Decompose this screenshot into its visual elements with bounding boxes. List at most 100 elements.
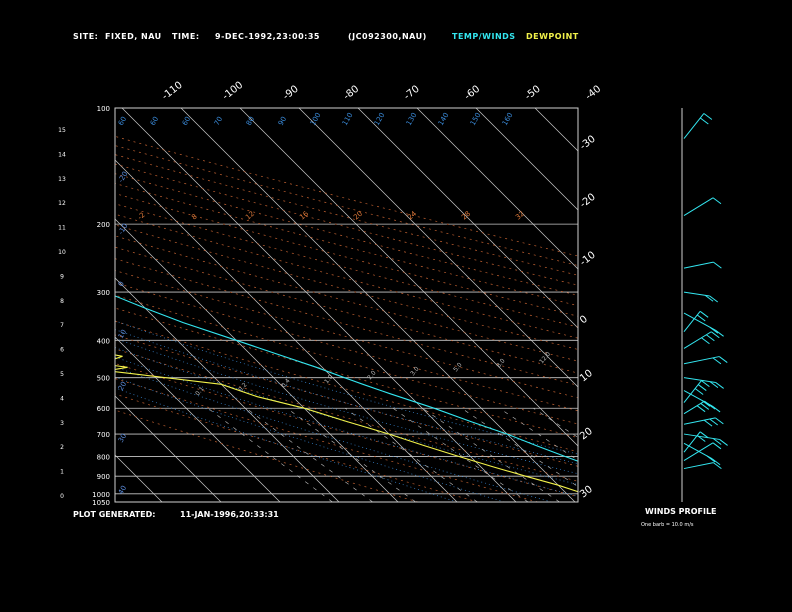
dry-adiabat-line	[115, 154, 578, 276]
wind-barb-flag	[696, 435, 706, 442]
isotherm-line	[534, 108, 578, 152]
moist-adiabat-line	[115, 387, 458, 502]
right-temp-label: 0	[578, 314, 590, 327]
wind-barb-flag	[696, 314, 706, 322]
isotherm-line	[115, 159, 458, 502]
adiabat-label: 16	[298, 209, 310, 221]
isoline-top-label: 110	[341, 111, 355, 127]
top-temp-label: -40	[584, 84, 604, 103]
pressure-tick-label: 100	[97, 105, 110, 113]
wind-barb	[683, 442, 714, 461]
left-isoline-label: 0	[117, 280, 126, 288]
wind-barb-flag	[700, 403, 710, 410]
legend-dewpoint: DEWPOINT	[526, 32, 579, 41]
isoline-top-label: 70	[213, 115, 224, 127]
dry-adiabat-line	[115, 258, 578, 386]
isotherm-line	[416, 108, 578, 270]
right-temp-label: 30	[578, 484, 595, 501]
adiabat-label: 20	[352, 210, 364, 222]
wind-barb	[683, 356, 720, 365]
wind-barb-flag	[699, 310, 709, 318]
wind-barb-flag	[704, 400, 713, 408]
dry-adiabat-line	[115, 163, 578, 286]
right-temp-label: -10	[578, 250, 598, 269]
wind-barb-flag	[703, 419, 713, 427]
left-isoline-label: 30	[117, 432, 128, 444]
height-tick-label: 6	[60, 347, 64, 354]
top-temp-label: -100	[221, 80, 246, 103]
adiabat-label: 28	[460, 210, 472, 222]
isotherm-line	[115, 218, 399, 502]
dry-adiabat-line	[115, 246, 578, 374]
wind-barb-flag	[704, 294, 714, 302]
pressure-tick-label: 900	[97, 473, 110, 481]
winds-profile-title: WINDS PROFILE	[645, 507, 717, 516]
top-temp-label: -80	[342, 84, 362, 103]
wind-barb-flag	[715, 382, 724, 389]
dry-adiabat-line	[115, 282, 578, 412]
station-id: (JC092300,NAU)	[348, 32, 427, 41]
isoline-top-label: 160	[501, 111, 515, 127]
mixing-ratio-label: 8.0	[495, 357, 507, 369]
legend-temp: TEMP/WINDS	[452, 32, 516, 41]
dry-adiabat-line	[115, 393, 479, 502]
plot-frame	[114, 107, 579, 503]
wind-barb-flag	[715, 417, 724, 425]
mixing-ratio-line	[345, 407, 478, 502]
left-isoline-label: 40	[117, 484, 128, 496]
wind-barb-flag	[711, 405, 721, 413]
isoline-top-label: 60	[117, 115, 128, 127]
top-temp-label: -50	[523, 84, 543, 103]
isotherm-line	[298, 108, 578, 388]
dewpoint-line	[115, 354, 578, 493]
dry-adiabat-line	[115, 224, 578, 350]
wind-barb	[683, 261, 714, 269]
wind-barb	[683, 462, 714, 470]
adiabat-label: -2	[136, 211, 146, 222]
dry-adiabat-line	[115, 213, 578, 339]
dry-adiabat-line	[115, 235, 578, 362]
wind-barb-flag	[706, 334, 715, 342]
dry-adiabat-line	[115, 203, 578, 328]
isotherm-line	[0, 108, 44, 502]
mixing-ratio-line	[207, 407, 333, 502]
isoline-top-label: 140	[437, 111, 451, 127]
wind-barb-flag	[701, 380, 710, 388]
time-label: TIME:	[172, 32, 200, 41]
isotherm-line	[0, 108, 103, 502]
mixing-ratio-line	[422, 407, 560, 502]
adiabat-label: 12	[244, 210, 256, 222]
barb-note: One barb = 10.0 m/s	[641, 522, 694, 528]
height-tick-label: 0	[60, 493, 64, 500]
mixing-ratio-label: 0.1	[194, 385, 206, 397]
moist-adiabat-line	[115, 329, 578, 465]
isoline-top-label: 120	[373, 111, 387, 127]
dry-adiabat-line	[115, 183, 578, 307]
wind-barb-flag	[701, 337, 710, 345]
top-temp-label: -70	[402, 84, 422, 103]
dry-adiabat-line	[115, 173, 578, 296]
moist-adiabat-line	[115, 320, 578, 455]
adiabat-label: 24	[406, 209, 418, 221]
height-tick-label: 13	[58, 176, 66, 183]
wind-barb-flag	[697, 384, 707, 391]
dry-adiabat-line	[115, 334, 578, 467]
top-temp-label: -110	[160, 80, 185, 103]
right-temp-label: -30	[578, 134, 598, 153]
temperature-line	[115, 295, 578, 462]
dry-adiabat-line	[115, 307, 578, 439]
right-temp-label: -20	[578, 192, 598, 211]
isoline-top-label: 130	[405, 111, 419, 127]
wind-barb-flag	[703, 113, 713, 120]
wind-barb-flag	[713, 462, 722, 469]
wind-barb-flag	[700, 117, 709, 125]
moist-adiabat-line	[115, 366, 552, 502]
wind-barb-flag	[696, 405, 706, 413]
mixing-ratio-line	[533, 407, 578, 438]
isotherm-line	[180, 108, 576, 502]
mixing-ratio-line	[461, 407, 578, 487]
mixing-ratio-label: 2.0	[366, 369, 378, 381]
height-tick-label: 10	[58, 249, 66, 256]
isotherm-line	[115, 277, 340, 502]
pressure-tick-label: 1050	[92, 499, 110, 507]
